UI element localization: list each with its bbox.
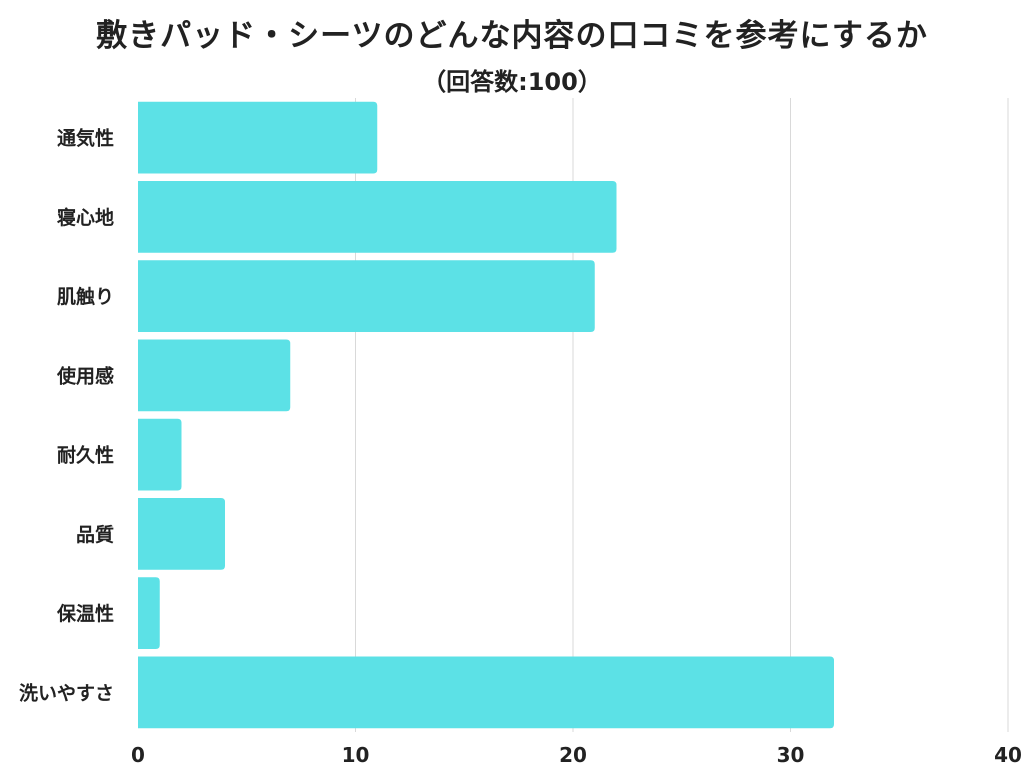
bar <box>138 101 378 174</box>
category-label: 耐久性 <box>57 444 114 467</box>
bars <box>138 101 834 729</box>
chart-title: 敷きパッド・シーツのどんな内容の口コミを参考にするか <box>96 18 928 54</box>
x-tick-label: 20 <box>559 743 587 767</box>
x-tick-label: 10 <box>342 743 370 767</box>
category-label: 品質 <box>76 523 114 546</box>
x-tick-labels: 0 10 20 30 40 <box>131 743 1022 767</box>
chart-subtitle: （回答数:100） <box>422 68 602 96</box>
x-tick-label: 40 <box>994 743 1022 767</box>
x-tick-label: 0 <box>131 743 145 767</box>
bar <box>138 577 160 649</box>
bar <box>138 260 595 332</box>
bar <box>138 498 225 570</box>
category-label: 洗いやすさ <box>19 681 114 704</box>
category-label: 肌触り <box>57 285 114 308</box>
bar <box>138 418 182 491</box>
category-label: 通気性 <box>57 127 114 150</box>
category-label: 使用感 <box>56 364 114 387</box>
bar <box>138 339 291 412</box>
bar <box>138 181 617 253</box>
category-label: 保温性 <box>56 602 114 625</box>
bar <box>138 656 834 729</box>
x-tick-label: 30 <box>777 743 805 767</box>
category-label: 寝心地 <box>57 206 114 229</box>
